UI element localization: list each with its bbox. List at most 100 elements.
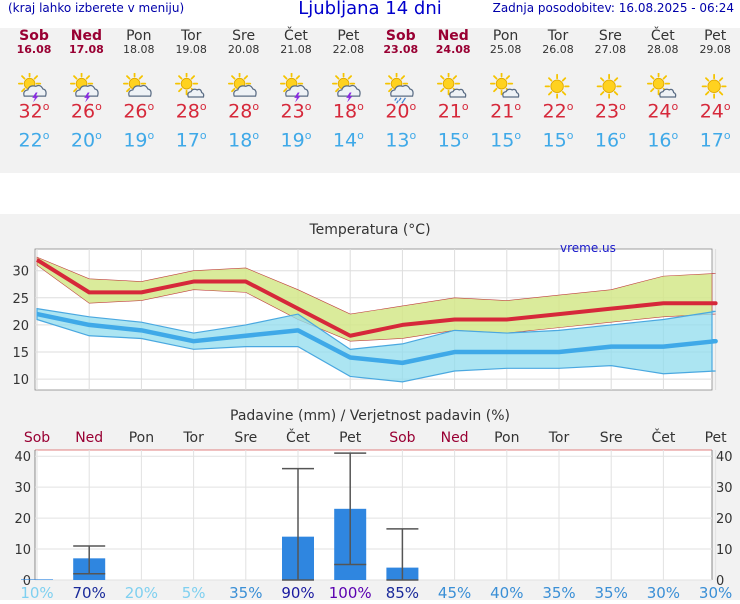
temperature-chart-title: Temperatura (°C) <box>308 222 430 238</box>
day-date: 20.08 <box>227 43 260 56</box>
day-date: 24.08 <box>435 43 471 56</box>
lightning-bolt <box>84 92 91 103</box>
rain-drop <box>395 100 399 104</box>
sun-ray <box>561 77 567 82</box>
sun-ray <box>649 87 655 93</box>
day-name: Pon <box>126 28 152 44</box>
day-date: 19.08 <box>175 43 207 56</box>
precip-probability-label: 30% <box>699 584 732 600</box>
y-tick-label-right: 10 <box>716 543 733 558</box>
cloud-shape <box>389 84 414 97</box>
day-name: Pet <box>337 28 360 44</box>
rain-drop <box>401 100 404 104</box>
sun-ray <box>73 75 78 80</box>
sun-ray <box>73 87 78 93</box>
sun-ray <box>440 75 445 80</box>
high-temp: 23o <box>594 100 626 123</box>
day-column: Pon 18.08 26o 19o <box>113 28 165 154</box>
sun-ray <box>348 75 353 80</box>
cloud-shape <box>337 84 362 97</box>
sun-cloud-icon <box>227 73 257 97</box>
day-column: Ned 24.08 21o 15o <box>427 28 479 154</box>
precip-day-label: Tor <box>548 430 570 446</box>
day-name: Ned <box>437 28 469 44</box>
sun-disc <box>495 77 507 90</box>
low-temp: 16o <box>647 129 679 152</box>
precip-error-bar <box>73 545 106 575</box>
precip-probability-label: 35% <box>229 584 262 600</box>
low-temp: 19o <box>280 129 312 152</box>
sun-ray <box>230 75 236 80</box>
sun-ray <box>719 77 724 82</box>
high-temp: 26o <box>123 100 155 123</box>
charts-svg: 10 15 20 25 30 Temperatura (°C) vreme.us Padavi… <box>12 222 733 602</box>
sun-disc <box>652 77 665 90</box>
day-column: Sre 27.08 23o 16o <box>584 28 636 154</box>
sun-ray <box>138 75 143 80</box>
day-date: 18.08 <box>123 43 155 56</box>
precip-day-label: Sre <box>234 430 257 446</box>
sun-ray <box>492 75 498 80</box>
sun-cloud-icon <box>122 73 152 97</box>
y-tick-label: 30 <box>12 265 29 280</box>
sun-ray <box>662 75 667 80</box>
day-date: 27.08 <box>594 43 627 56</box>
day-name: Pon <box>492 28 519 44</box>
day-column: Tor 26.08 22o 15o <box>532 28 584 154</box>
y-tick-label-left: 10 <box>14 543 31 558</box>
precipitation-chart-title: Padavine (mm) / Verjetnost padavin (%) <box>230 408 510 424</box>
day-date: 21.08 <box>280 43 312 56</box>
precipitation-plot-area <box>35 450 712 580</box>
high-temp: 24o <box>647 100 679 123</box>
day-column: Sob 16.08 32o 22o <box>8 28 60 154</box>
day-column: Sre 20.08 28o 18o <box>218 28 270 154</box>
high-temp: 21o <box>437 100 469 123</box>
day-name: Tor <box>547 28 569 44</box>
sun-ray <box>719 91 724 96</box>
sun-ray <box>33 75 38 80</box>
cloud-shape <box>187 88 205 98</box>
sun-ray <box>178 87 183 93</box>
sun-ray <box>21 75 26 80</box>
precip-day-label: Ned <box>75 430 103 446</box>
sun-disc <box>550 79 564 93</box>
high-temp: 26o <box>70 100 102 123</box>
forecast-strip: Sob 16.08 32o 22o Ned 17.08 26o 20o Pon 18.08 26o 1… <box>0 28 740 173</box>
location-menu-hint[interactable]: (kraj lahko izberete v meniju) <box>8 1 185 15</box>
cloud-shape <box>659 88 677 98</box>
sun-small-cloud-icon <box>489 73 519 98</box>
day-column: Pon 25.08 21o 15o <box>480 28 532 154</box>
y-tick-label-left: 0 <box>23 574 31 589</box>
sun-ray <box>335 75 340 80</box>
precip-day-label: Čet <box>286 428 310 446</box>
precip-probability-label: 5% <box>182 584 206 600</box>
sun-small-cloud-icon <box>437 73 467 98</box>
low-temp: 14o <box>332 129 364 152</box>
precip-bar <box>21 579 53 580</box>
sun-cloud-thunder-icon <box>18 73 47 103</box>
sun-icon <box>597 73 622 99</box>
sun-ray <box>452 75 458 80</box>
day-date: 25.08 <box>489 43 522 56</box>
precip-day-label: Čet <box>651 428 675 446</box>
sun-ray <box>561 91 567 96</box>
day-column: Pet 29.08 24o 17o <box>689 28 740 154</box>
rain-drop <box>394 97 397 101</box>
y-tick-label: 20 <box>12 319 29 334</box>
precip-error-bar <box>334 452 367 566</box>
sun-disc <box>442 77 455 90</box>
day-name: Sre <box>232 28 256 44</box>
precip-day-label: Pon <box>494 430 519 446</box>
high-temp-line <box>35 258 718 338</box>
precip-probability-label: 85% <box>386 584 419 600</box>
precip-probability-label: 40% <box>490 584 523 600</box>
y-tick-label-left: 40 <box>14 450 31 465</box>
y-tick-label-right: 30 <box>716 481 733 496</box>
sun-cloud-rain-icon <box>384 73 414 104</box>
sun-disc <box>180 77 193 90</box>
low-temp: 17o <box>175 129 207 152</box>
sun-ray <box>614 91 619 96</box>
rain-drop <box>402 97 406 101</box>
low-temp: 15o <box>437 129 469 152</box>
precip-day-label: Sob <box>24 430 50 446</box>
